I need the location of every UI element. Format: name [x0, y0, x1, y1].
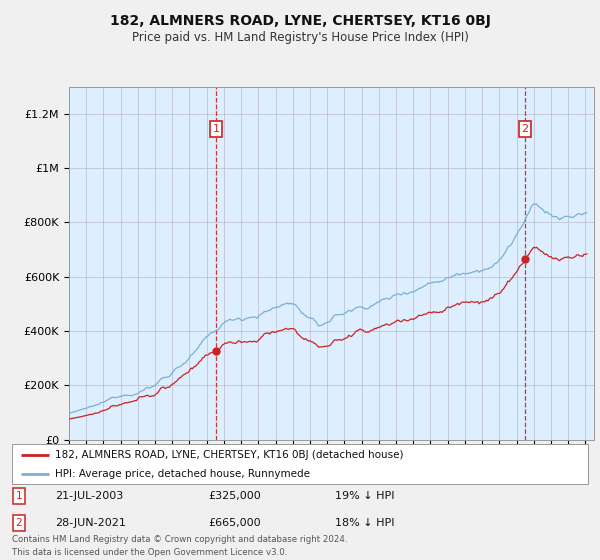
Text: 2: 2 [521, 124, 529, 134]
Text: Price paid vs. HM Land Registry's House Price Index (HPI): Price paid vs. HM Land Registry's House … [131, 31, 469, 44]
Text: 182, ALMNERS ROAD, LYNE, CHERTSEY, KT16 0BJ: 182, ALMNERS ROAD, LYNE, CHERTSEY, KT16 … [110, 14, 490, 28]
Text: Contains HM Land Registry data © Crown copyright and database right 2024.
This d: Contains HM Land Registry data © Crown c… [12, 535, 347, 557]
Text: 28-JUN-2021: 28-JUN-2021 [55, 517, 126, 528]
Text: 18% ↓ HPI: 18% ↓ HPI [335, 517, 394, 528]
Text: 182, ALMNERS ROAD, LYNE, CHERTSEY, KT16 0BJ (detached house): 182, ALMNERS ROAD, LYNE, CHERTSEY, KT16 … [55, 450, 404, 460]
Text: 2: 2 [16, 517, 22, 528]
Text: £325,000: £325,000 [208, 491, 260, 501]
Text: 1: 1 [16, 491, 22, 501]
Text: 21-JUL-2003: 21-JUL-2003 [55, 491, 124, 501]
Text: £665,000: £665,000 [208, 517, 260, 528]
Text: 19% ↓ HPI: 19% ↓ HPI [335, 491, 394, 501]
Text: HPI: Average price, detached house, Runnymede: HPI: Average price, detached house, Runn… [55, 469, 310, 479]
Text: 1: 1 [212, 124, 220, 134]
